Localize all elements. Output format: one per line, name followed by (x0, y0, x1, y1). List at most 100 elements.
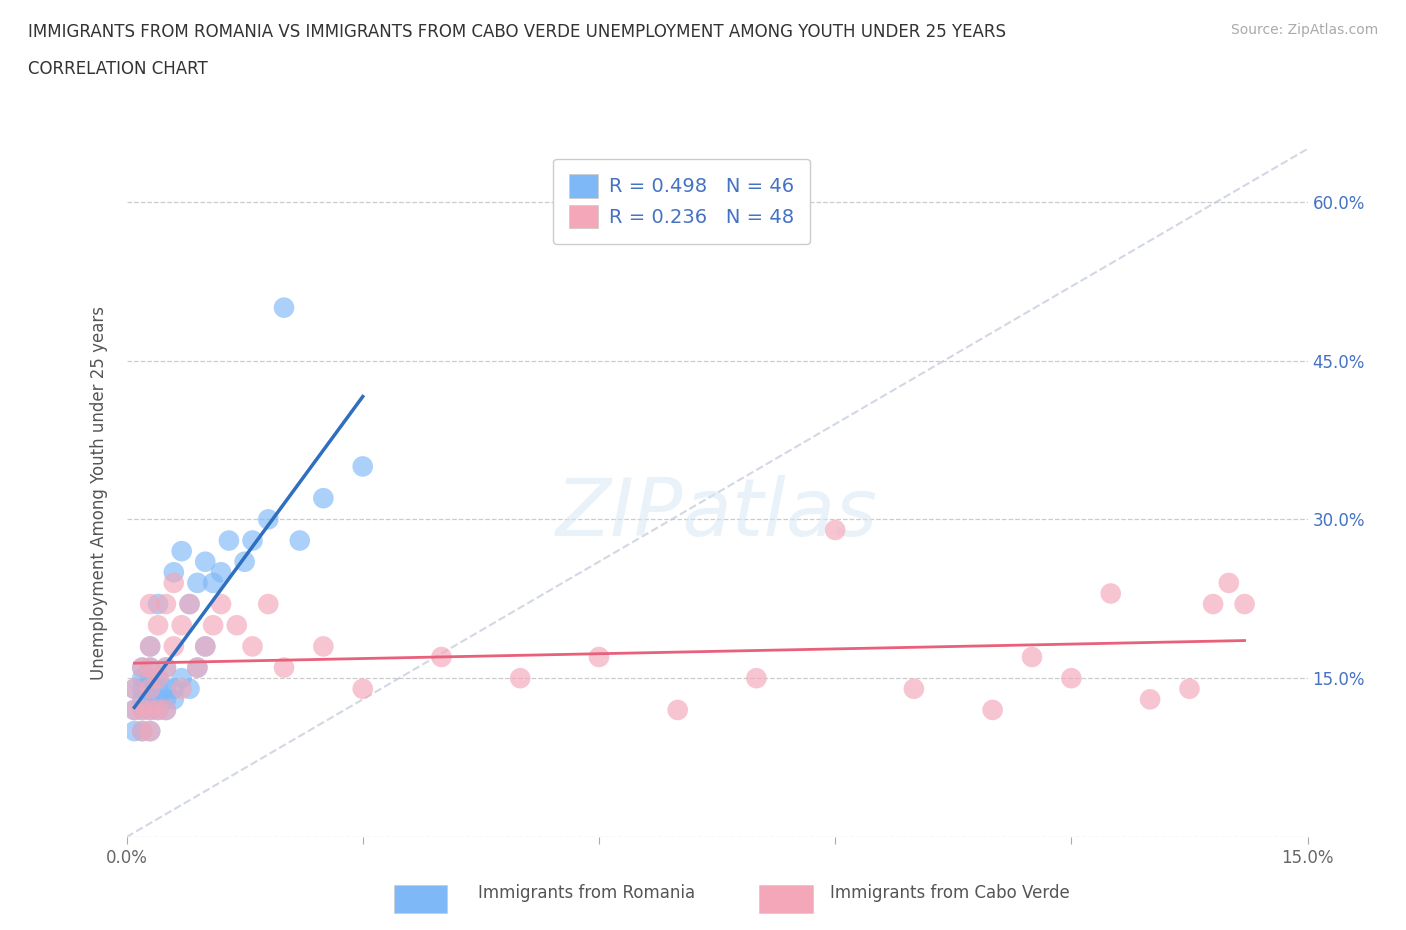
Point (139, 671, 162, 685)
Point (155, 660, 177, 675)
Point (352, 682, 374, 697)
Point (131, 660, 153, 675)
Point (163, 576, 186, 591)
Point (124, 682, 146, 697)
Y-axis label: Unemployment Among Youth under 25 years: Unemployment Among Youth under 25 years (90, 306, 108, 680)
Point (273, 660, 295, 675)
Point (194, 554, 217, 569)
Point (163, 682, 186, 697)
Point (745, 671, 768, 685)
Point (139, 682, 162, 697)
Text: CORRELATION CHART: CORRELATION CHART (28, 60, 208, 78)
Point (139, 724, 162, 738)
Point (194, 639, 217, 654)
Point (155, 660, 177, 675)
Text: ZIPatlas: ZIPatlas (555, 474, 879, 552)
Point (202, 618, 225, 632)
Text: Source: ZipAtlas.com: Source: ZipAtlas.com (1230, 23, 1378, 37)
Point (312, 491, 335, 506)
Point (312, 639, 335, 654)
Point (194, 639, 217, 654)
Point (131, 702, 153, 717)
Point (146, 597, 169, 612)
Point (352, 459, 374, 474)
Point (981, 702, 1004, 717)
Point (139, 597, 162, 612)
Point (163, 565, 186, 579)
Point (1202, 597, 1225, 612)
Point (1233, 597, 1256, 612)
Point (139, 639, 162, 654)
Point (155, 597, 177, 612)
Point (1021, 649, 1043, 664)
Point (139, 639, 162, 654)
Point (170, 671, 193, 685)
Point (233, 554, 256, 569)
Point (146, 692, 169, 707)
Point (131, 682, 153, 697)
Point (146, 702, 169, 717)
Point (124, 702, 146, 717)
Point (146, 702, 169, 717)
Legend: R = 0.498   N = 46, R = 0.236   N = 48: R = 0.498 N = 46, R = 0.236 N = 48 (553, 158, 810, 244)
Point (186, 660, 208, 675)
Point (170, 618, 193, 632)
Point (209, 597, 232, 612)
Point (131, 724, 153, 738)
Point (179, 682, 201, 697)
Point (124, 682, 146, 697)
Point (257, 597, 280, 612)
Point (131, 724, 153, 738)
Point (179, 597, 201, 612)
Point (1139, 692, 1161, 707)
Point (430, 649, 453, 664)
Point (155, 692, 177, 707)
Point (186, 660, 208, 675)
Point (124, 724, 146, 738)
Text: Immigrants from Romania: Immigrants from Romania (478, 884, 695, 902)
Point (146, 671, 169, 685)
Point (1218, 576, 1240, 591)
Point (903, 682, 925, 697)
Point (124, 702, 146, 717)
Text: Immigrants from Cabo Verde: Immigrants from Cabo Verde (830, 884, 1070, 902)
Point (179, 597, 201, 612)
Point (1060, 671, 1083, 685)
Point (139, 660, 162, 675)
Point (170, 544, 193, 559)
Point (209, 565, 232, 579)
Point (225, 618, 247, 632)
Point (170, 682, 193, 697)
Point (588, 649, 610, 664)
Point (186, 576, 208, 591)
Point (163, 639, 186, 654)
Point (139, 724, 162, 738)
Point (163, 692, 186, 707)
Point (139, 702, 162, 717)
Point (146, 618, 169, 632)
Point (242, 639, 264, 654)
Point (202, 576, 225, 591)
Point (155, 702, 177, 717)
Point (131, 702, 153, 717)
Point (824, 523, 846, 538)
Point (139, 660, 162, 675)
Point (1099, 586, 1122, 601)
Point (139, 682, 162, 697)
Text: IMMIGRANTS FROM ROMANIA VS IMMIGRANTS FROM CABO VERDE UNEMPLOYMENT AMONG YOUTH U: IMMIGRANTS FROM ROMANIA VS IMMIGRANTS FR… (28, 23, 1007, 41)
Point (1178, 682, 1201, 697)
Point (131, 660, 153, 675)
Point (155, 702, 177, 717)
Point (288, 533, 311, 548)
Point (257, 512, 280, 526)
Point (155, 682, 177, 697)
Point (139, 702, 162, 717)
Point (218, 533, 240, 548)
Point (509, 671, 531, 685)
Point (146, 671, 169, 685)
Point (131, 692, 153, 707)
Point (131, 671, 153, 685)
Point (242, 533, 264, 548)
Point (666, 702, 689, 717)
Point (139, 692, 162, 707)
